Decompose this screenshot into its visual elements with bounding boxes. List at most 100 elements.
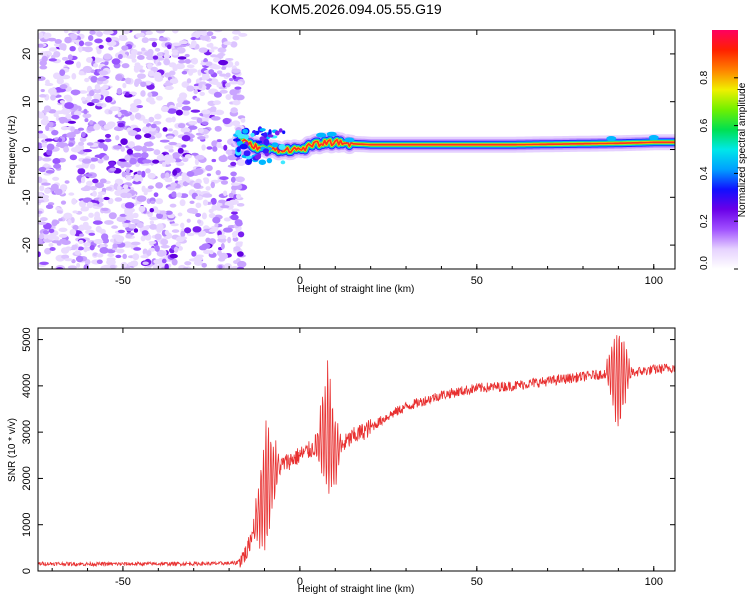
noise-blob	[205, 186, 211, 191]
noise-blob	[195, 212, 202, 218]
noise-blob	[107, 30, 114, 35]
noise-blob	[117, 185, 122, 192]
noise-blob	[132, 152, 143, 158]
noise-blob	[96, 253, 104, 258]
noise-blob	[65, 96, 73, 103]
noise-blob	[208, 213, 216, 219]
noise-blob	[122, 241, 133, 248]
noise-blob	[98, 70, 109, 76]
x-tick-label: 100	[645, 275, 663, 287]
noise-blob	[44, 106, 51, 112]
noise-blob	[198, 82, 203, 89]
noise-blob	[92, 88, 103, 94]
noise-blob	[118, 36, 128, 42]
noise-blob	[140, 81, 147, 88]
noise-blob	[204, 61, 213, 67]
noise-blob	[147, 37, 158, 42]
noise-blob	[99, 228, 106, 235]
noise-blob	[38, 221, 47, 226]
noise-blob	[153, 149, 161, 156]
noise-blob	[99, 178, 107, 184]
noise-blob	[39, 94, 47, 98]
noise-blob	[43, 163, 49, 168]
noise-blob	[150, 200, 156, 205]
noise-blob	[46, 148, 53, 156]
spectrogram-axis-ticks: -50 0 50 100 -20 -10 0 10 20	[21, 29, 675, 287]
noise-blob	[105, 186, 113, 191]
noise-blob	[39, 51, 48, 56]
signal-blob	[232, 138, 241, 142]
noise-blob	[234, 61, 240, 67]
noise-blob	[214, 223, 219, 228]
noise-blob	[184, 154, 192, 159]
noise-blob	[78, 45, 83, 53]
noise-blob	[117, 122, 125, 128]
noise-blob	[46, 233, 57, 241]
snr-series-line	[38, 335, 675, 568]
noise-blob	[213, 30, 223, 33]
noise-blob	[168, 158, 177, 163]
noise-blob	[80, 176, 86, 184]
y-tick-label: 1000	[21, 512, 33, 536]
noise-blob	[151, 41, 157, 48]
noise-blob	[78, 239, 84, 245]
colorbar-tick-label: 0.0	[699, 256, 710, 270]
noise-blob	[38, 111, 45, 119]
noise-blob	[229, 89, 238, 96]
noise-blob	[67, 54, 73, 61]
noise-blob	[177, 123, 186, 129]
noise-blob	[236, 202, 245, 207]
noise-blob	[121, 63, 130, 69]
noise-blob	[67, 218, 72, 226]
noise-blob	[218, 199, 226, 204]
noise-blob	[79, 216, 89, 222]
noise-blob	[69, 228, 77, 236]
noise-blob	[213, 100, 221, 106]
noise-blob	[165, 172, 170, 179]
noise-blob	[194, 97, 201, 102]
noise-blob	[95, 103, 104, 107]
noise-blob	[210, 197, 217, 205]
noise-blob	[181, 70, 188, 75]
noise-blob	[77, 127, 85, 131]
noise-blob	[59, 69, 66, 76]
noise-blob	[230, 107, 238, 114]
noise-blob	[38, 251, 41, 258]
noise-blob	[86, 96, 92, 100]
noise-blob	[97, 139, 105, 143]
noise-blob	[129, 114, 135, 121]
noise-blob	[156, 223, 164, 231]
noise-blob	[89, 90, 95, 97]
noise-blob	[160, 238, 169, 246]
noise-blob	[139, 69, 146, 73]
noise-blob	[100, 89, 110, 97]
noise-blob	[222, 117, 231, 125]
noise-blob	[183, 266, 189, 269]
noise-blob	[109, 36, 118, 41]
noise-blob	[177, 212, 183, 217]
noise-blob	[191, 57, 199, 65]
noise-blob	[102, 84, 109, 90]
noise-blob	[109, 106, 120, 112]
noise-blob	[38, 130, 43, 134]
noise-blob	[83, 173, 93, 177]
noise-blob	[179, 236, 188, 240]
noise-blob	[55, 143, 62, 147]
noise-blob	[145, 96, 155, 103]
noise-blob	[194, 168, 204, 175]
noise-blob	[227, 154, 237, 161]
signal-blob	[242, 128, 249, 134]
noise-blob	[212, 216, 221, 224]
noise-blob	[181, 144, 187, 148]
noise-blob	[210, 35, 217, 40]
noise-blob	[152, 159, 160, 164]
noise-blob	[72, 210, 79, 214]
signal-blob	[258, 159, 267, 165]
noise-blob	[133, 65, 144, 69]
y-tick-label: 4000	[21, 374, 33, 398]
noise-blob	[63, 30, 69, 34]
noise-blobs	[38, 30, 248, 269]
signal-blob	[245, 155, 252, 160]
noise-blob	[44, 188, 51, 194]
y-tick-label: 0	[21, 568, 33, 574]
